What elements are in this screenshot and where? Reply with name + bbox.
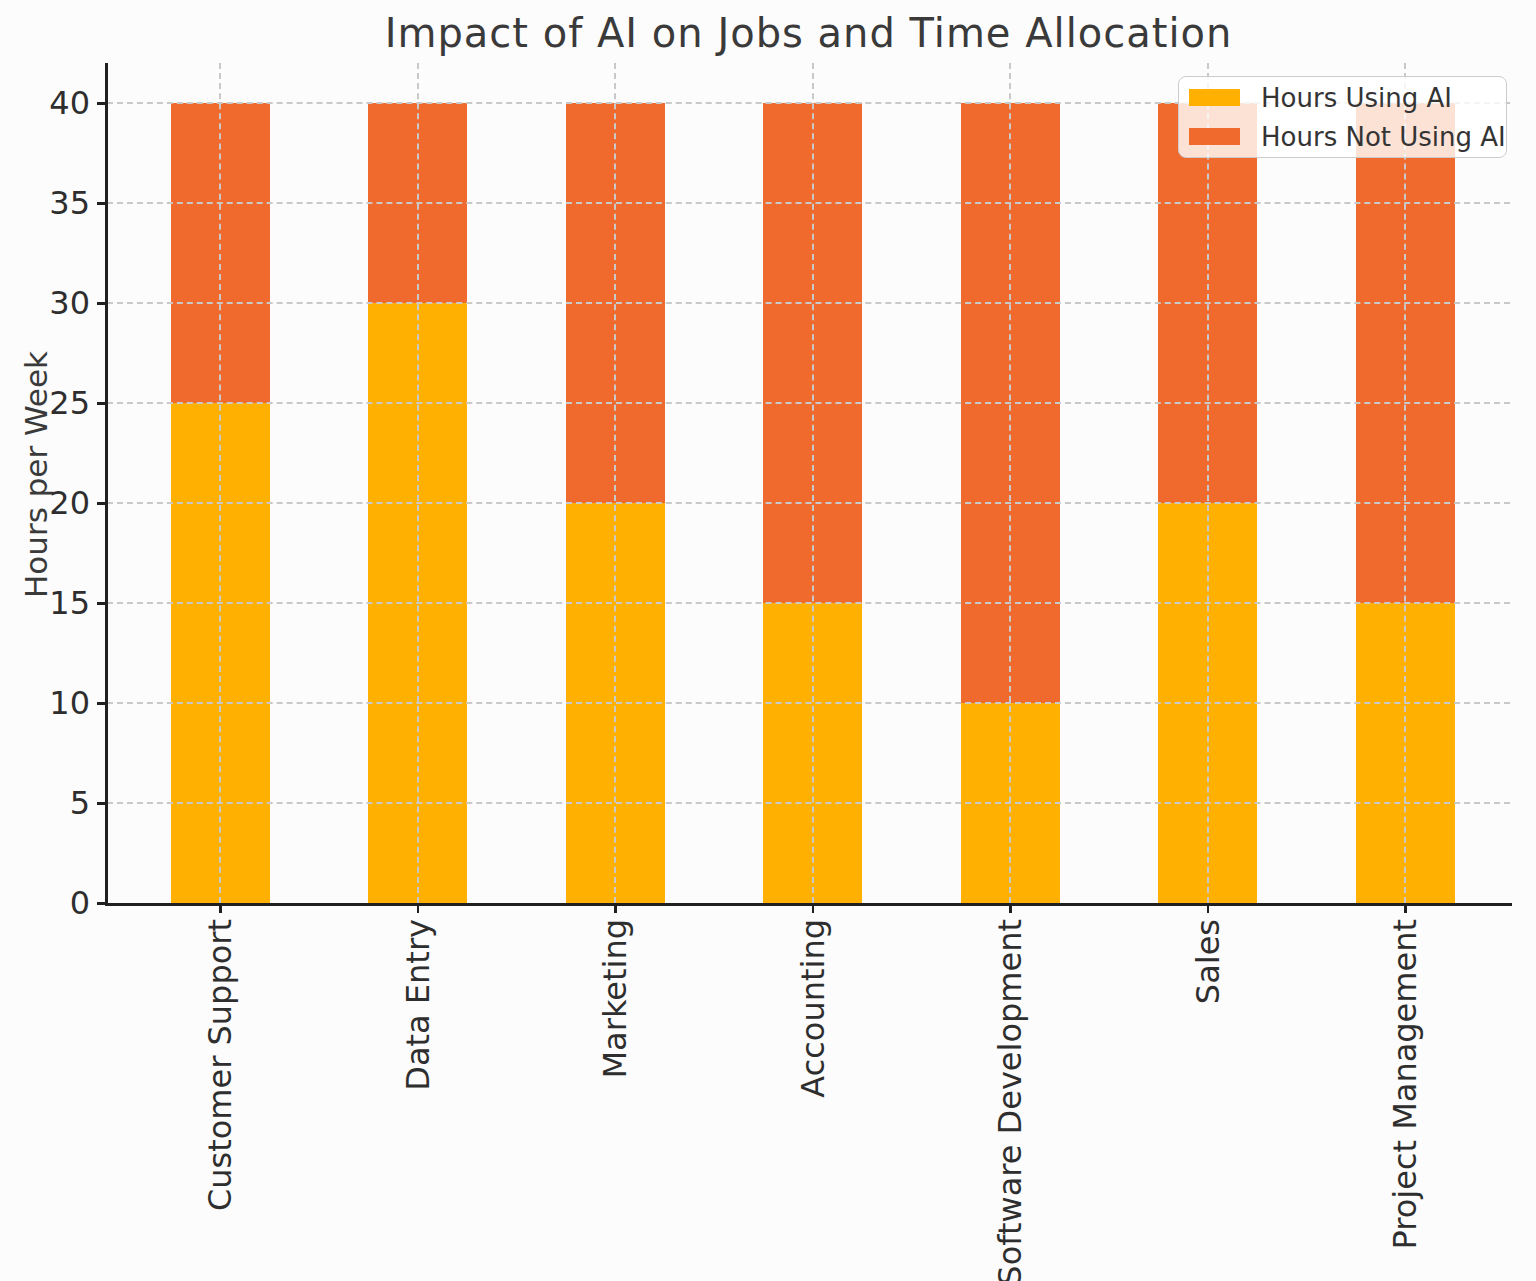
legend-item-hours-using-ai: Hours Using AI (1189, 81, 1506, 114)
y-tick-label: 0 (10, 884, 90, 922)
gridline-horizontal (107, 302, 1510, 304)
y-tick-label: 35 (10, 184, 90, 222)
legend: Hours Using AI Hours Not Using AI (1178, 76, 1507, 158)
gridline-vertical (1404, 63, 1406, 903)
x-category-label-text: Software Development (992, 919, 1028, 1281)
x-category-label-text: Data Entry (400, 919, 436, 1091)
y-tick-label: 15 (10, 584, 90, 622)
x-category-label-text: Customer Support (202, 919, 238, 1211)
x-category-label-text: Accounting (795, 919, 831, 1098)
y-tick-label: 30 (10, 284, 90, 322)
gridline-vertical (417, 63, 419, 903)
gridline-vertical (219, 63, 221, 903)
x-category-label-text: Sales (1190, 919, 1226, 1004)
y-tick-label: 10 (10, 684, 90, 722)
legend-swatch-hours-using-ai (1189, 89, 1240, 106)
y-tick-label: 40 (10, 84, 90, 122)
gridline-horizontal (107, 402, 1510, 404)
legend-label-hours-using-ai: Hours Using AI (1261, 83, 1452, 113)
gridline-horizontal (107, 202, 1510, 204)
y-tick-label: 20 (10, 484, 90, 522)
legend-label-hours-not-using-ai: Hours Not Using AI (1261, 122, 1506, 152)
figure: Impact of AI on Jobs and Time Allocation… (0, 0, 1536, 1281)
x-axis-spine (105, 903, 1512, 906)
gridline-vertical (1009, 63, 1011, 903)
gridline-vertical (812, 63, 814, 903)
gridline-horizontal (107, 802, 1510, 804)
legend-swatch-hours-not-using-ai (1189, 128, 1240, 145)
x-category-label-text: Marketing (597, 919, 633, 1078)
gridline-vertical (1207, 63, 1209, 903)
x-category-label-text: Project Management (1387, 919, 1423, 1249)
gridline-vertical (614, 63, 616, 903)
y-axis-spine (105, 63, 108, 905)
y-tick-label: 25 (10, 384, 90, 422)
chart-title: Impact of AI on Jobs and Time Allocation (107, 10, 1510, 56)
legend-item-hours-not-using-ai: Hours Not Using AI (1189, 120, 1506, 153)
gridline-horizontal (107, 502, 1510, 504)
gridline-horizontal (107, 602, 1510, 604)
gridline-horizontal (107, 702, 1510, 704)
y-tick-label: 5 (10, 784, 90, 822)
